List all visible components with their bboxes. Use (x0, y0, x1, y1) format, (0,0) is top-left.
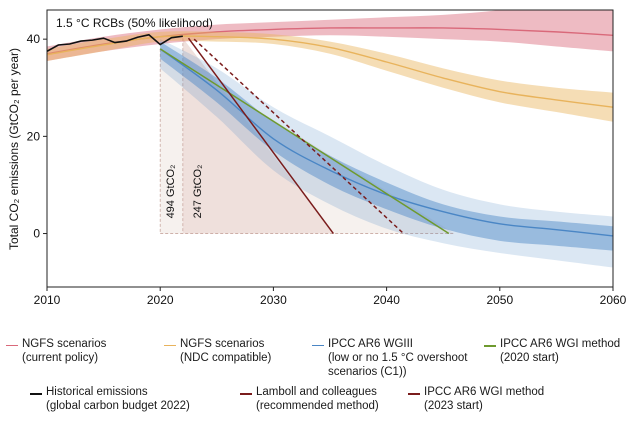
budget-triangle-label-1: 494 GtCO₂ (165, 165, 177, 219)
chart-annotation-title: 1.5 °C RCBs (50% likelihood) (56, 16, 213, 30)
plot-frame (46, 9, 614, 288)
x-tick-label: 2020 (147, 293, 174, 307)
y-tick-label: 0 (33, 227, 40, 241)
series-band-center-1 (47, 35, 613, 108)
series-band-2 (160, 41, 613, 251)
x-tick-label: 2010 (34, 293, 61, 307)
budget-triangle-label-2: 247 GtCO₂ (192, 165, 204, 219)
y-tick-label: 40 (27, 32, 41, 46)
y-tick-label: 20 (27, 129, 41, 143)
series-line-6 (193, 38, 405, 235)
series-line-4 (47, 33, 183, 53)
series-line-5 (187, 37, 334, 234)
series-band-1 (47, 31, 613, 122)
series-band-center-2 (159, 48, 613, 237)
budget-triangle-2 (182, 38, 334, 234)
x-tick-label: 2030 (260, 293, 287, 307)
y-axis-label: Total CO₂ emissions (GtCO₂ per year) (7, 48, 21, 250)
x-tick-label: 2050 (486, 293, 513, 307)
x-tick-label: 2060 (600, 293, 627, 307)
series-band-outer-2 (160, 39, 613, 268)
x-tick-label: 2040 (373, 293, 400, 307)
series-band-0 (47, 10, 613, 62)
